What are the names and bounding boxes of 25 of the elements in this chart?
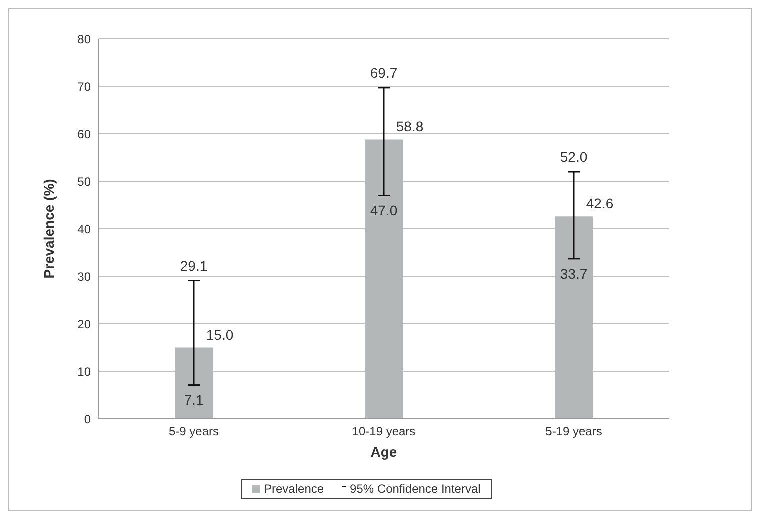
annotation: 69.7 bbox=[370, 64, 398, 81]
y-tick-label: 10 bbox=[78, 364, 92, 379]
legend-label: Prevalence bbox=[263, 482, 324, 496]
x-tick-label: 5-19 years bbox=[546, 424, 602, 439]
data-label: 15.0 bbox=[206, 326, 234, 343]
x-axis-title: Age bbox=[370, 444, 398, 460]
y-tick-label: 40 bbox=[78, 222, 92, 236]
y-tick-label: 20 bbox=[78, 317, 92, 332]
y-axis-title: Prevalence (%) bbox=[40, 179, 57, 279]
annotation: 29.1 bbox=[180, 258, 208, 274]
y-tick-label: 80 bbox=[78, 32, 92, 46]
annotation: 7.1 bbox=[184, 392, 204, 408]
y-tick-label: 0 bbox=[84, 412, 92, 426]
x-tick-label: 5-9 years bbox=[168, 424, 220, 439]
text: 95% Confidence Interval bbox=[349, 482, 481, 496]
annotation: 52.0 bbox=[560, 149, 588, 165]
data-label: 42.6 bbox=[586, 196, 614, 212]
x-tick-label: 10-19 years bbox=[352, 424, 416, 439]
y-tick-label: 60 bbox=[78, 127, 92, 142]
y-tick-label: 50 bbox=[78, 174, 92, 189]
annotation: 47.0 bbox=[370, 202, 398, 219]
annotation: 33.7 bbox=[560, 266, 588, 282]
y-tick-label: 30 bbox=[78, 270, 92, 284]
y-tick-label: 70 bbox=[78, 80, 92, 94]
data-label: 58.8 bbox=[396, 118, 424, 135]
